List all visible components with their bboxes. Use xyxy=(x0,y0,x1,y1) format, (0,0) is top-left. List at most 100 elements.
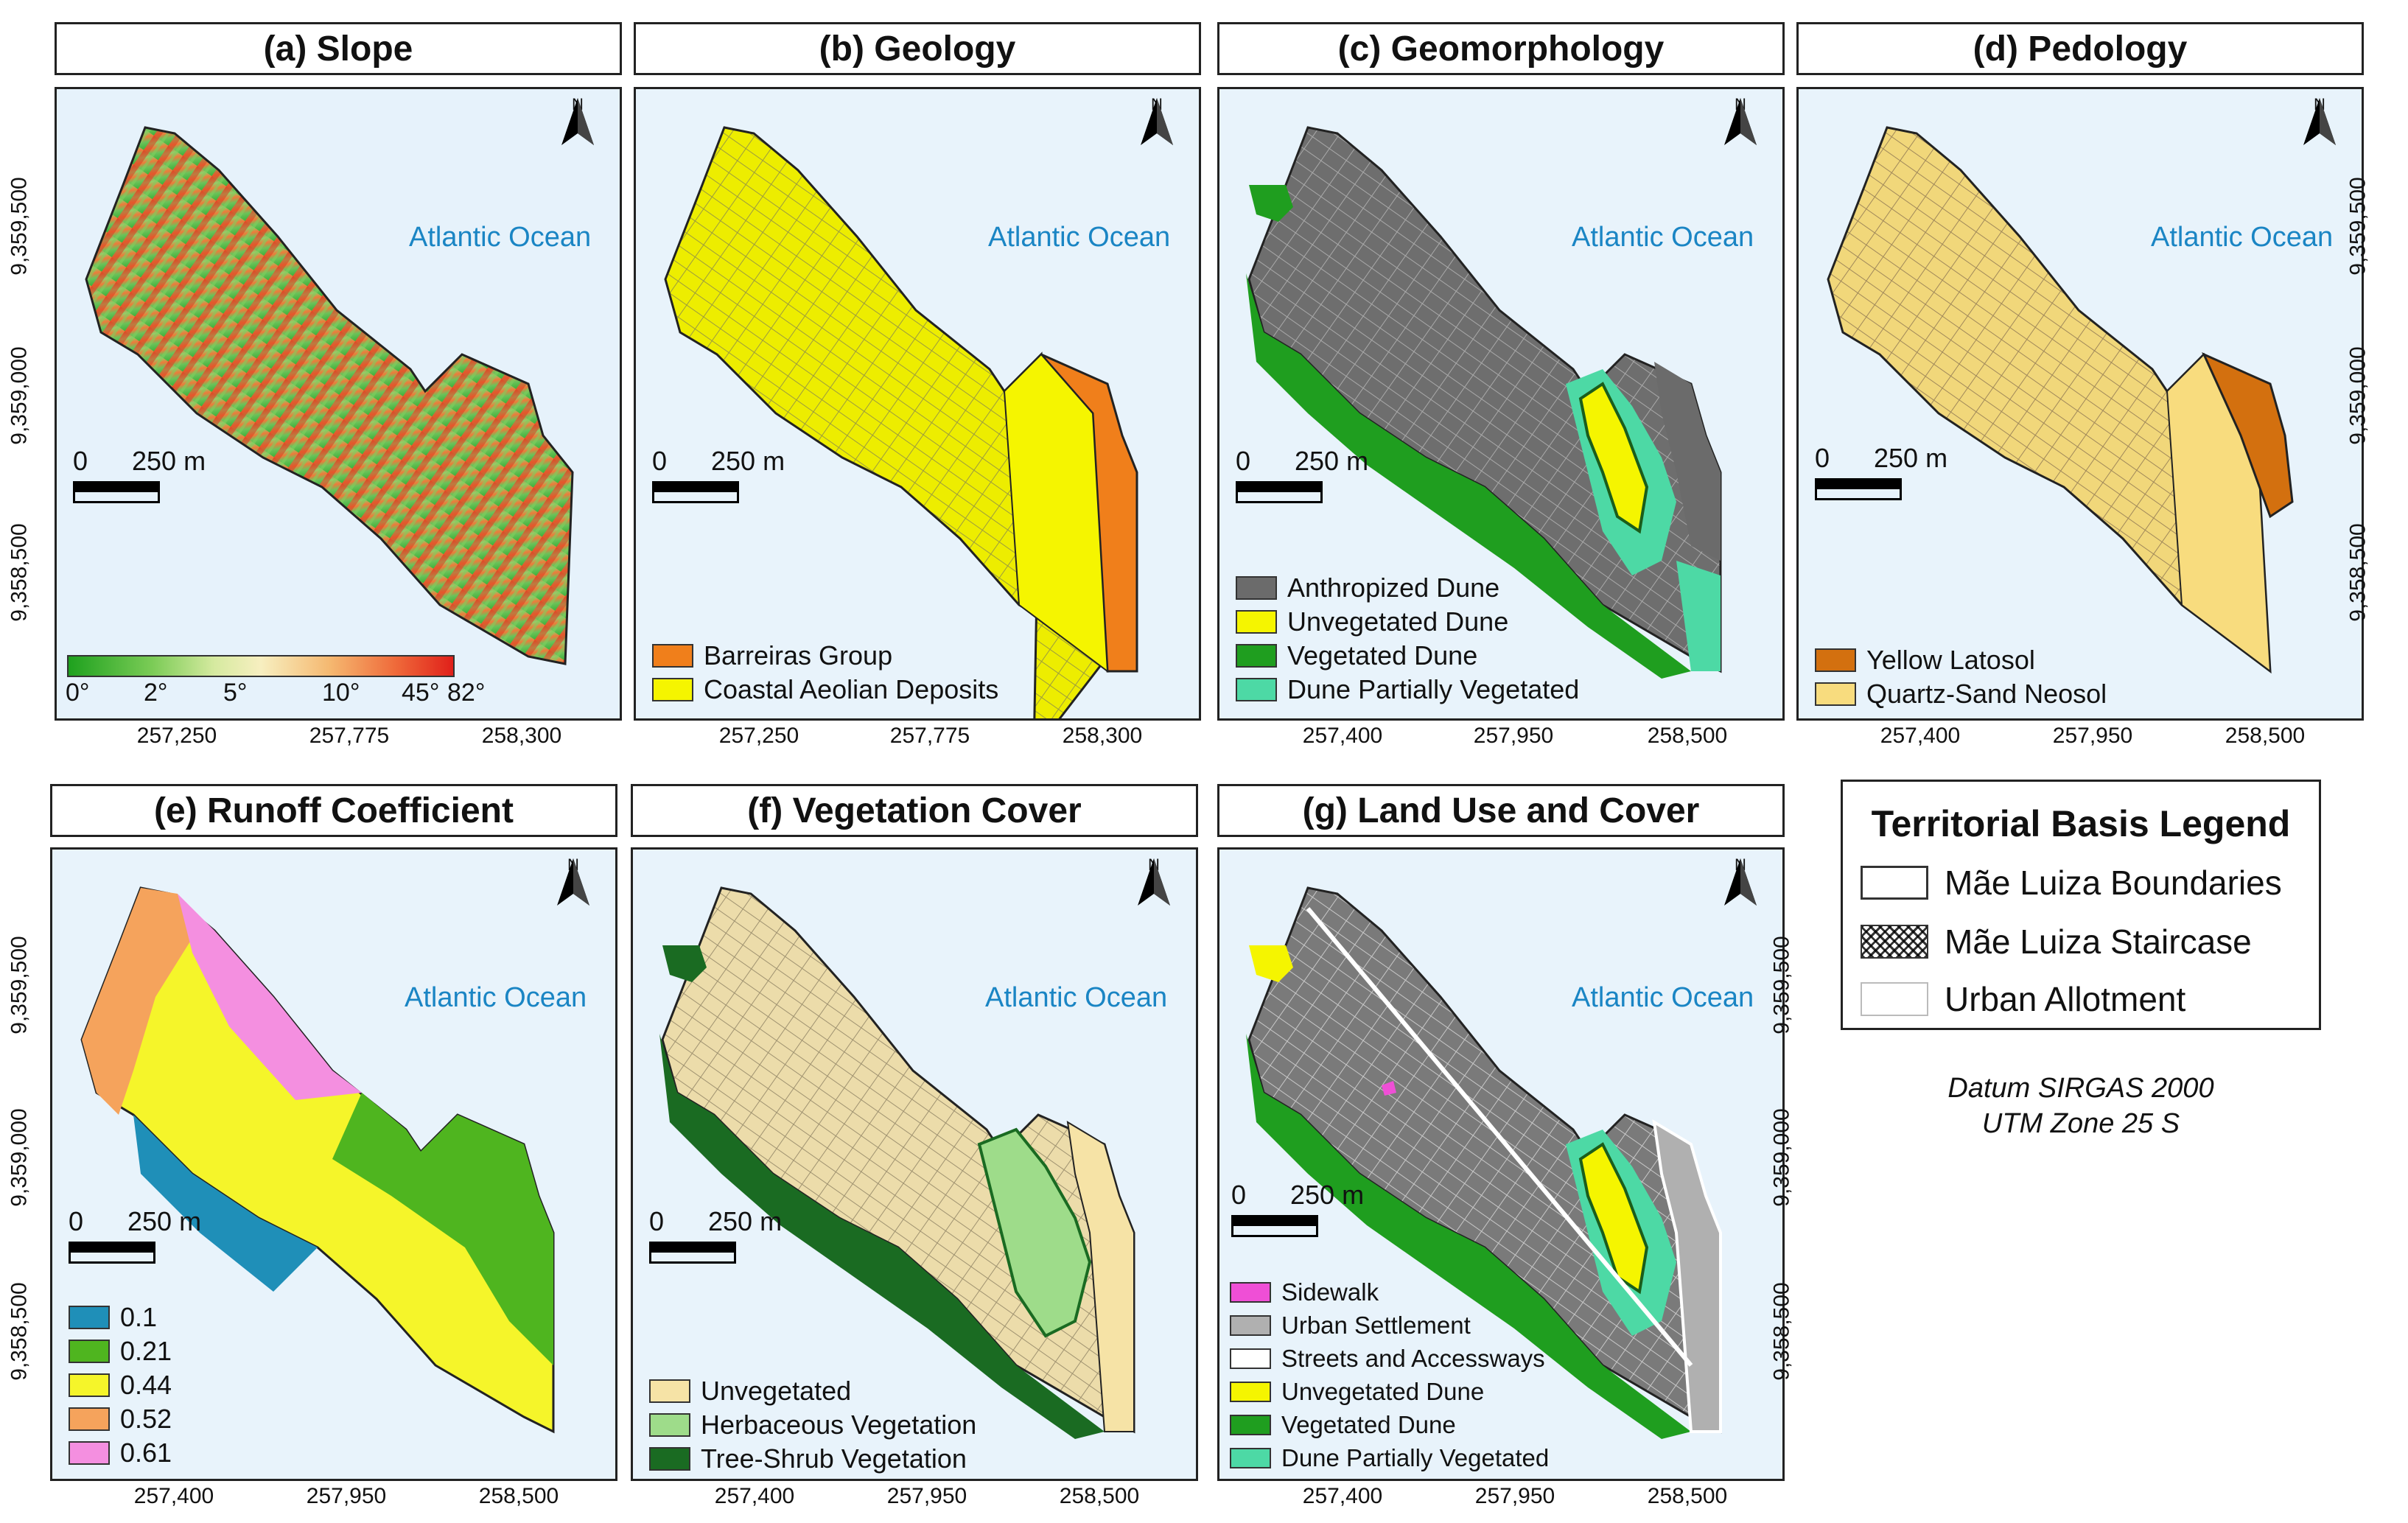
x-tick: 258,500 xyxy=(1059,1484,1140,1508)
y-tick: 9,358,500 xyxy=(7,1282,32,1381)
y-tick: 9,358,500 xyxy=(1769,1282,1794,1381)
x-tick: 258,500 xyxy=(1647,724,1728,748)
north-arrow-icon: N xyxy=(1132,857,1176,906)
vegetation-legend: Unvegetated Herbaceous Vegetation Tree-S… xyxy=(649,1374,976,1476)
panel-b-title: (b) Geology xyxy=(634,22,1201,75)
legend-item: Dune Partially Vegetated xyxy=(1230,1441,1549,1474)
ocean-label: Atlantic Ocean xyxy=(2151,222,2334,253)
vegetation-district-shape xyxy=(659,886,1135,1439)
ocean-label: Atlantic Ocean xyxy=(988,222,1171,253)
x-tick: 257,400 xyxy=(133,1484,214,1508)
y-tick: 9,359,500 xyxy=(2345,177,2370,276)
north-arrow-icon: N xyxy=(1135,97,1179,145)
x-tick: 257,400 xyxy=(1302,1484,1383,1508)
x-tick: 257,250 xyxy=(136,724,217,748)
legend-item: Vegetated Dune xyxy=(1236,639,1579,673)
x-tick: 257,400 xyxy=(1880,724,1961,748)
y-tick: 9,359,500 xyxy=(7,936,32,1034)
legend-item: Urban Allotment xyxy=(1861,979,2185,1019)
x-tick: 258,500 xyxy=(478,1484,559,1508)
legend-item: Yellow Latosol xyxy=(1815,643,2107,677)
x-tick: 257,400 xyxy=(1302,724,1383,748)
panel-f-title: (f) Vegetation Cover xyxy=(631,784,1198,837)
legend-item: Sidewalk xyxy=(1230,1275,1549,1309)
colorbar-label: 2° xyxy=(144,679,168,707)
x-tick: 258,500 xyxy=(2225,724,2306,748)
north-arrow-icon: N xyxy=(556,97,600,145)
legend-item: 0.52 xyxy=(69,1402,172,1436)
geology-legend: Barreiras Group Coastal Aeolian Deposits xyxy=(652,639,998,707)
x-tick: 258,300 xyxy=(481,724,562,748)
colorbar-label: 45° xyxy=(402,679,440,707)
legend-item: Anthropized Dune xyxy=(1236,571,1579,605)
landuse-legend: Sidewalk Urban Settlement Streets and Ac… xyxy=(1230,1275,1549,1474)
geomorphology-district-shape xyxy=(1246,126,1722,679)
x-tick: 257,775 xyxy=(309,724,390,748)
legend-item: Dune Partially Vegetated xyxy=(1236,673,1579,707)
y-tick: 9,359,000 xyxy=(2345,346,2370,445)
x-tick: 257,250 xyxy=(718,724,799,748)
panel-c-title: (c) Geomorphology xyxy=(1217,22,1785,75)
y-tick: 9,358,500 xyxy=(7,523,32,622)
panel-d-title: (d) Pedology xyxy=(1796,22,2364,75)
x-tick: 257,950 xyxy=(886,1484,967,1508)
legend-item: 0.61 xyxy=(69,1436,172,1470)
geomorphology-legend: Anthropized Dune Unvegetated Dune Vegeta… xyxy=(1236,571,1579,707)
legend-item: Unvegetated Dune xyxy=(1230,1375,1549,1408)
legend-item: Mãe Luiza Staircase xyxy=(1861,922,2252,962)
x-tick: 257,950 xyxy=(1473,724,1554,748)
y-tick: 9,358,500 xyxy=(2345,523,2370,622)
y-tick: 9,359,500 xyxy=(7,177,32,276)
legend-item: Tree-Shrub Vegetation xyxy=(649,1442,976,1476)
runoff-legend: 0.1 0.21 0.44 0.52 0.61 xyxy=(69,1300,172,1470)
ocean-label: Atlantic Ocean xyxy=(1572,222,1754,253)
territorial-legend: Territorial Basis Legend Mãe Luiza Bound… xyxy=(1841,780,2321,1030)
x-tick: 257,950 xyxy=(306,1484,387,1508)
slope-colorbar xyxy=(67,655,455,677)
legend-item: Quartz-Sand Neosol xyxy=(1815,677,2107,711)
x-tick: 257,950 xyxy=(1474,1484,1555,1508)
north-arrow-icon: N xyxy=(1718,97,1763,145)
legend-item: Unvegetated xyxy=(649,1374,976,1408)
datum-text: Datum SIRGAS 2000 xyxy=(1947,1073,2214,1104)
x-tick: 258,500 xyxy=(1647,1484,1728,1508)
legend-item: Herbaceous Vegetation xyxy=(649,1408,976,1442)
slope-district-shape xyxy=(85,126,574,665)
colorbar-label: 82° xyxy=(447,679,486,707)
colorbar-label: 0° xyxy=(66,679,90,707)
north-arrow-icon: N xyxy=(2297,97,2342,145)
ocean-label: Atlantic Ocean xyxy=(409,222,592,253)
x-tick: 257,400 xyxy=(714,1484,795,1508)
pedology-district-shape xyxy=(1827,126,2294,674)
y-tick: 9,359,000 xyxy=(7,1108,32,1207)
colorbar-label: 10° xyxy=(322,679,360,707)
x-tick: 258,300 xyxy=(1062,724,1143,748)
y-tick: 9,359,000 xyxy=(1769,1108,1794,1207)
panel-a-title: (a) Slope xyxy=(55,22,622,75)
legend-item: 0.21 xyxy=(69,1334,172,1368)
legend-item: Unvegetated Dune xyxy=(1236,605,1579,639)
legend-item: 0.44 xyxy=(69,1368,172,1402)
legend-item: Streets and Accessways xyxy=(1230,1342,1549,1375)
colorbar-label: 5° xyxy=(223,679,248,707)
north-arrow-icon: N xyxy=(1718,857,1763,906)
ocean-label: Atlantic Ocean xyxy=(985,982,1168,1013)
territorial-legend-title: Territorial Basis Legend xyxy=(1871,803,2291,844)
ocean-label: Atlantic Ocean xyxy=(1572,982,1754,1013)
y-tick: 9,359,500 xyxy=(1769,936,1794,1034)
legend-item: Urban Settlement xyxy=(1230,1309,1549,1342)
panel-g-title: (g) Land Use and Cover xyxy=(1217,784,1785,837)
legend-item: Vegetated Dune xyxy=(1230,1408,1549,1441)
x-tick: 257,950 xyxy=(2052,724,2133,748)
ocean-label: Atlantic Ocean xyxy=(405,982,587,1013)
legend-item: Barreiras Group xyxy=(652,639,998,673)
panel-e-title: (e) Runoff Coefficient xyxy=(50,784,617,837)
datum-text: UTM Zone 25 S xyxy=(1981,1108,2180,1139)
